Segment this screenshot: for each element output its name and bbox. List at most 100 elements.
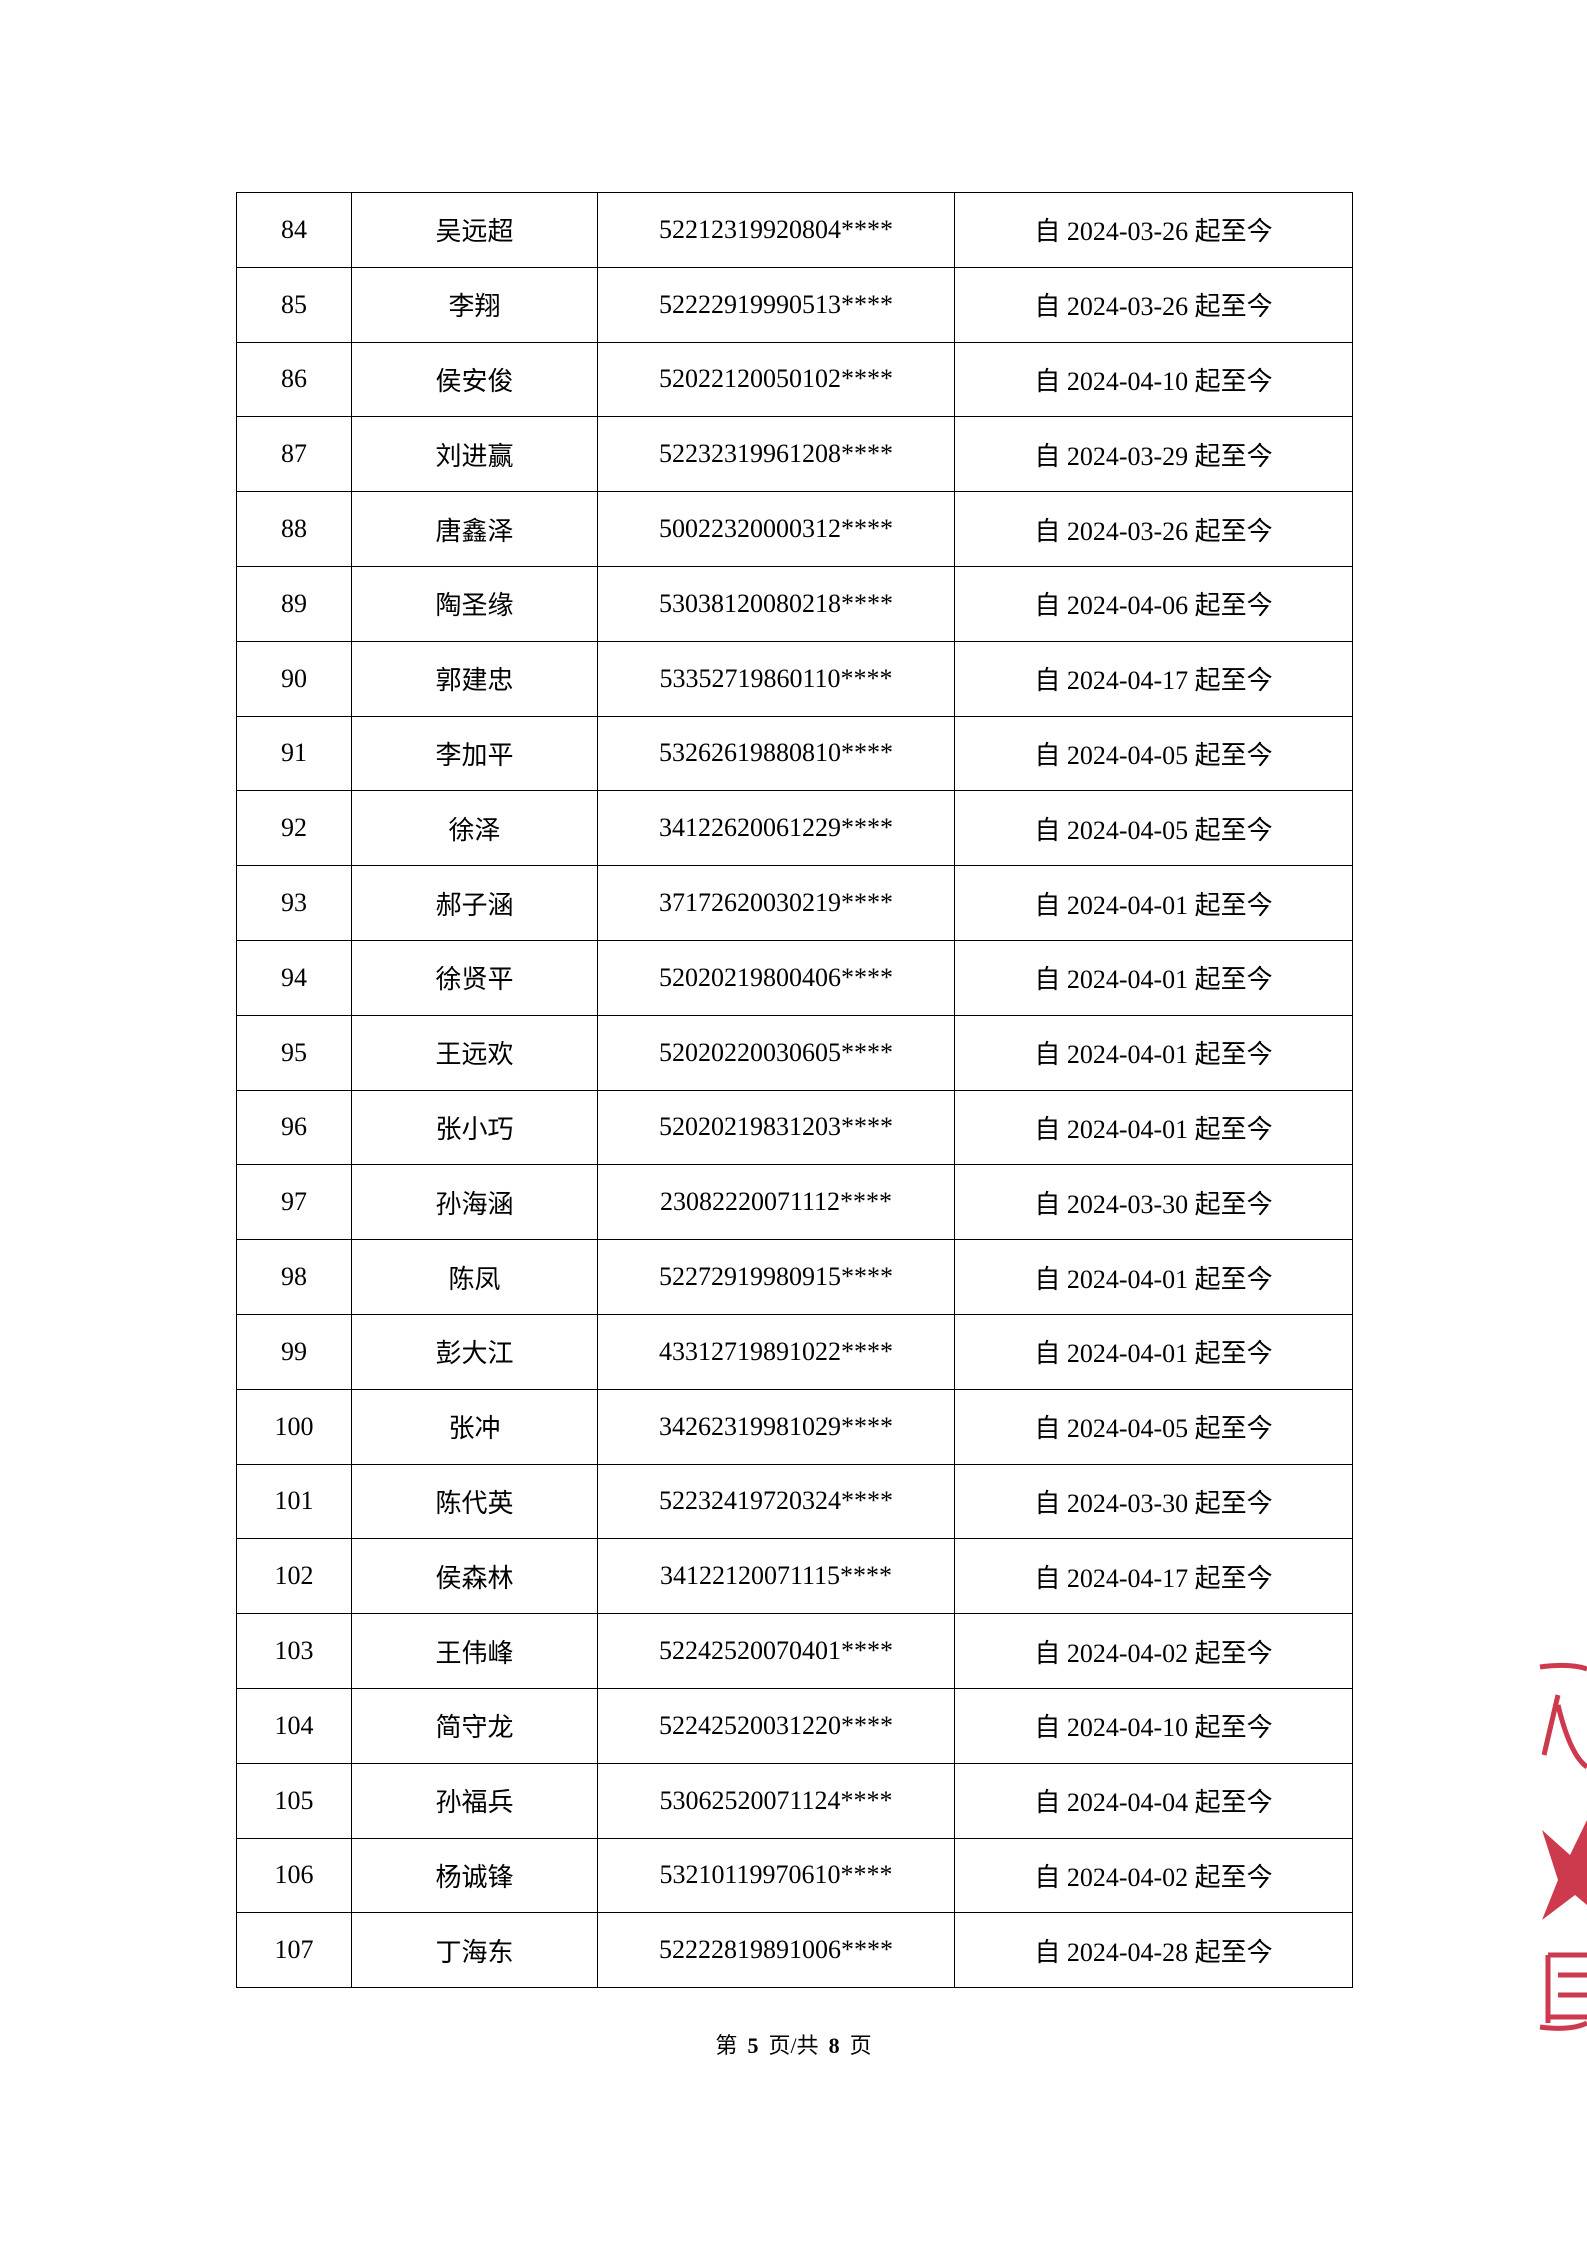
personnel-table: 84 吴远超 52212319920804**** 自 2024-03-26 起至今 8…	[236, 192, 1353, 1989]
period-cell: 自 2024-04-01 起至今	[954, 1239, 1353, 1315]
period-cell: 自 2024-04-01 起至今	[954, 939, 1353, 1016]
table-row: 86 侯安俊 52022120050102**** 自 2024-04-10 起至今	[236, 341, 1353, 418]
table-row: 92 徐泽 34122620061229**** 自 2024-04-05 起至今	[236, 790, 1353, 867]
period-cell: 自 2024-04-01 起至今	[954, 865, 1353, 941]
id-number-cell: 23082220071112****	[597, 1164, 955, 1241]
id-number-cell: 53352719860110****	[597, 640, 955, 717]
id-number-cell: 52212319920804****	[597, 192, 955, 268]
table-row: 104 简守龙 52242520031220**** 自 2024-04-10 起至今	[236, 1687, 1353, 1764]
current-page: 5	[747, 2033, 759, 2058]
table-row: 88 唐鑫泽 50022320000312**** 自 2024-03-26 起至今	[236, 491, 1353, 567]
name-cell: 陈凤	[351, 1239, 598, 1315]
period-cell: 自 2024-04-28 起至今	[954, 1912, 1353, 1989]
period-cell: 自 2024-04-05 起至今	[954, 1388, 1353, 1465]
table-row: 97 孙海涵 23082220071112**** 自 2024-03-30 起至今	[236, 1164, 1353, 1241]
period-cell: 自 2024-04-01 起至今	[954, 1313, 1353, 1390]
name-cell: 丁海东	[351, 1912, 598, 1989]
row-number-cell: 87	[236, 416, 352, 493]
table-row: 91 李加平 53262619880810**** 自 2024-04-05 起至今	[236, 715, 1353, 792]
name-cell: 陶圣缘	[351, 565, 598, 642]
row-number-cell: 93	[236, 865, 352, 941]
table-row: 94 徐贤平 52020219800406**** 自 2024-04-01 起至今	[236, 939, 1353, 1016]
row-number-cell: 106	[236, 1837, 352, 1914]
period-cell: 自 2024-04-01 起至今	[954, 1089, 1353, 1166]
name-cell: 李翔	[351, 266, 598, 343]
id-number-cell: 52222819891006****	[597, 1912, 955, 1989]
row-number-cell: 96	[236, 1089, 352, 1166]
row-number-cell: 97	[236, 1164, 352, 1241]
period-cell: 自 2024-03-30 起至今	[954, 1463, 1353, 1540]
total-pages: 8	[828, 2033, 840, 2058]
id-number-cell: 52232319961208****	[597, 416, 955, 493]
row-number-cell: 105	[236, 1762, 352, 1839]
period-cell: 自 2024-03-26 起至今	[954, 192, 1353, 268]
id-number-cell: 34122120071115****	[597, 1538, 955, 1615]
page-footer: 第 5 页/共 8 页	[0, 2028, 1587, 2060]
footer-middle: 页/共	[768, 2033, 819, 2058]
footer-suffix: 页	[849, 2033, 872, 2058]
name-cell: 吴远超	[351, 192, 598, 268]
id-number-cell: 53038120080218****	[597, 565, 955, 642]
table-row: 93 郝子涵 37172620030219**** 自 2024-04-01 起至今	[236, 865, 1353, 941]
id-number-cell: 34262319981029****	[597, 1388, 955, 1465]
id-number-cell: 52242520031220****	[597, 1687, 955, 1764]
period-cell: 自 2024-04-02 起至今	[954, 1613, 1353, 1689]
id-number-cell: 52272919980915****	[597, 1239, 955, 1315]
period-cell: 自 2024-04-01 起至今	[954, 1014, 1353, 1091]
row-number-cell: 104	[236, 1687, 352, 1764]
id-number-cell: 52232419720324****	[597, 1463, 955, 1540]
name-cell: 彭大江	[351, 1313, 598, 1390]
id-number-cell: 52020219800406****	[597, 939, 955, 1016]
name-cell: 简守龙	[351, 1687, 598, 1764]
name-cell: 王伟峰	[351, 1613, 598, 1689]
table-row: 95 王远欢 52020220030605**** 自 2024-04-01 起至今	[236, 1014, 1353, 1091]
name-cell: 侯森林	[351, 1538, 598, 1615]
name-cell: 张小巧	[351, 1089, 598, 1166]
id-number-cell: 37172620030219****	[597, 865, 955, 941]
period-cell: 自 2024-04-04 起至今	[954, 1762, 1353, 1839]
table-row: 106 杨诚锋 53210119970610**** 自 2024-04-02 起至今	[236, 1837, 1353, 1914]
name-cell: 王远欢	[351, 1014, 598, 1091]
row-number-cell: 90	[236, 640, 352, 717]
table-row: 84 吴远超 52212319920804**** 自 2024-03-26 起至今	[236, 192, 1353, 268]
name-cell: 孙福兵	[351, 1762, 598, 1839]
name-cell: 刘进赢	[351, 416, 598, 493]
table-row: 89 陶圣缘 53038120080218**** 自 2024-04-06 起至今	[236, 565, 1353, 642]
id-number-cell: 43312719891022****	[597, 1313, 955, 1390]
id-number-cell: 53210119970610****	[597, 1837, 955, 1914]
table-row: 98 陈凤 52272919980915**** 自 2024-04-01 起至今	[236, 1239, 1353, 1315]
row-number-cell: 98	[236, 1239, 352, 1315]
official-seal-stamp	[1539, 1662, 1587, 2031]
period-cell: 自 2024-04-05 起至今	[954, 790, 1353, 867]
row-number-cell: 99	[236, 1313, 352, 1390]
period-cell: 自 2024-03-26 起至今	[954, 491, 1353, 567]
table-row: 101 陈代英 52232419720324**** 自 2024-03-30 起至今	[236, 1463, 1353, 1540]
table-row: 103 王伟峰 52242520070401**** 自 2024-04-02 起至今	[236, 1613, 1353, 1689]
row-number-cell: 92	[236, 790, 352, 867]
period-cell: 自 2024-04-17 起至今	[954, 640, 1353, 717]
period-cell: 自 2024-04-10 起至今	[954, 1687, 1353, 1764]
id-number-cell: 52242520070401****	[597, 1613, 955, 1689]
id-number-cell: 53062520071124****	[597, 1762, 955, 1839]
name-cell: 陈代英	[351, 1463, 598, 1540]
row-number-cell: 88	[236, 491, 352, 567]
table-row: 90 郭建忠 53352719860110**** 自 2024-04-17 起至今	[236, 640, 1353, 717]
name-cell: 孙海涵	[351, 1164, 598, 1241]
row-number-cell: 107	[236, 1912, 352, 1989]
period-cell: 自 2024-04-05 起至今	[954, 715, 1353, 792]
period-cell: 自 2024-03-29 起至今	[954, 416, 1353, 493]
row-number-cell: 86	[236, 341, 352, 418]
period-cell: 自 2024-04-02 起至今	[954, 1837, 1353, 1914]
name-cell: 郭建忠	[351, 640, 598, 717]
row-number-cell: 100	[236, 1388, 352, 1465]
name-cell: 徐贤平	[351, 939, 598, 1016]
row-number-cell: 102	[236, 1538, 352, 1615]
name-cell: 李加平	[351, 715, 598, 792]
table-row: 105 孙福兵 53062520071124**** 自 2024-04-04 起至今	[236, 1762, 1353, 1839]
period-cell: 自 2024-04-10 起至今	[954, 341, 1353, 418]
table-row: 99 彭大江 43312719891022**** 自 2024-04-01 起至今	[236, 1313, 1353, 1390]
table-row: 85 李翔 52222919990513**** 自 2024-03-26 起至今	[236, 266, 1353, 343]
period-cell: 自 2024-03-26 起至今	[954, 266, 1353, 343]
id-number-cell: 53262619880810****	[597, 715, 955, 792]
table-row: 96 张小巧 52020219831203**** 自 2024-04-01 起至今	[236, 1089, 1353, 1166]
